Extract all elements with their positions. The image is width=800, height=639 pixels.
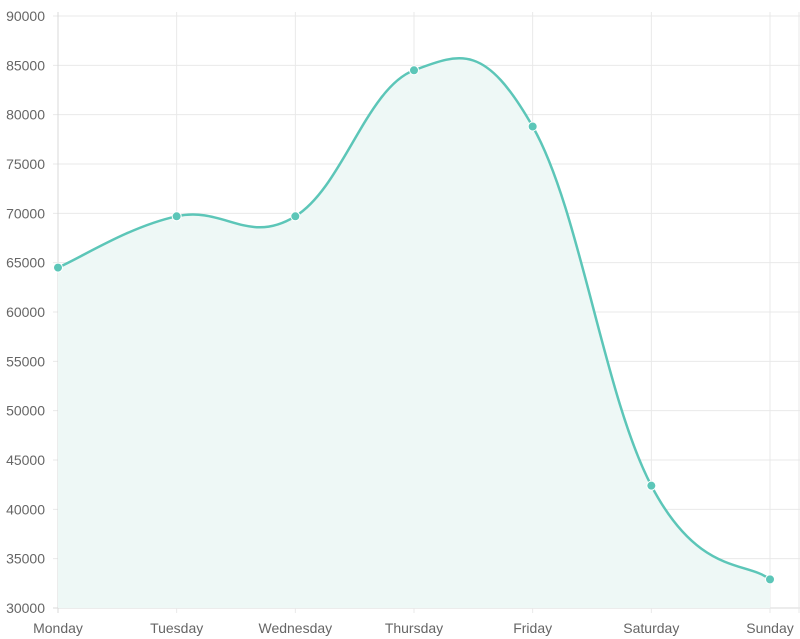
data-point-friday (527, 121, 538, 132)
data-point-saturday (646, 480, 657, 491)
x-tick-label: Saturday (623, 620, 679, 636)
y-tick-label: 85000 (6, 57, 45, 73)
y-tick-label: 70000 (6, 205, 45, 221)
data-point-tuesday (171, 211, 182, 222)
y-tick-label: 55000 (6, 353, 45, 369)
x-tick-label: Sunday (746, 620, 793, 636)
y-tick-label: 40000 (6, 501, 45, 517)
x-tick-label: Thursday (385, 620, 443, 636)
data-point-monday (53, 262, 63, 273)
y-tick-label: 30000 (6, 600, 45, 616)
x-tick-label: Monday (33, 620, 83, 636)
y-tick-label: 90000 (6, 8, 45, 24)
x-tick-label: Friday (513, 620, 552, 636)
y-tick-label: 60000 (6, 304, 45, 320)
x-axis-tick-labels: Monday Tuesday Wednesday Thursday Friday Satu… (33, 620, 794, 636)
data-point-wednesday (290, 211, 301, 222)
series-area-fill (58, 58, 770, 608)
data-points (53, 65, 775, 585)
y-tick-label: 35000 (6, 551, 45, 567)
y-axis-tick-labels: 30000 35000 40000 45000 50000 55000 60000 65000… (6, 8, 45, 616)
y-tick-label: 65000 (6, 255, 45, 271)
y-tick-label: 75000 (6, 156, 45, 172)
data-point-sunday (765, 574, 775, 585)
y-tick-label: 45000 (6, 452, 45, 468)
x-tick-label: Wednesday (258, 620, 332, 636)
x-tick-label: Tuesday (150, 620, 203, 636)
data-point-thursday (409, 65, 419, 76)
y-tick-label: 50000 (6, 403, 45, 419)
y-tick-label: 80000 (6, 107, 45, 123)
